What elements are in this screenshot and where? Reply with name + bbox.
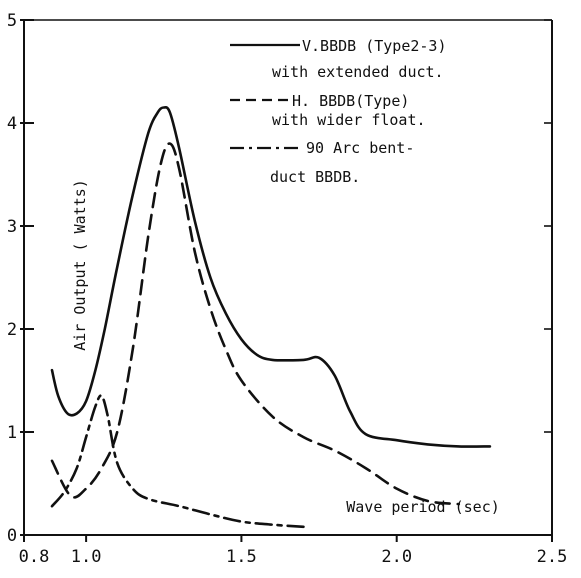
y-tick-label: 2	[7, 320, 17, 340]
series-line-dashdot	[50, 394, 305, 529]
x-tick-label: 1.0	[71, 547, 102, 567]
y-axis-ticks: 0 1 2 3 4 5	[7, 11, 552, 546]
legend-label-solid-line2: with extended duct.	[272, 63, 444, 81]
x-axis-title: Wave period (sec)	[346, 498, 500, 516]
legend-label-dashdot-line1: 90 Arc bent-	[306, 139, 414, 157]
y-axis-title: Air Output ( Watts)	[71, 179, 89, 351]
y-tick-label: 1	[7, 423, 17, 443]
x-axis-ticks: 0.8 1.0 1.5 2.0 2.5	[19, 535, 568, 567]
y-tick-label: 5	[7, 11, 17, 31]
x-tick-label: 2.0	[381, 547, 412, 567]
legend-label-dashdot-line2: duct BBDB.	[270, 168, 360, 186]
x-tick-label: 2.5	[537, 547, 568, 567]
series-line-solid	[50, 106, 492, 448]
y-tick-label: 3	[7, 217, 17, 237]
x-tick-label: 1.5	[226, 547, 257, 567]
series-line-dashed	[50, 142, 461, 506]
x-tick-label: 0.8	[19, 547, 50, 567]
series-group	[50, 106, 492, 529]
legend-label-dashed-line1: H. BBDB(Type)	[292, 92, 409, 110]
legend: V.BBDB (Type2-3) with extended duct. H. …	[230, 37, 447, 186]
legend-label-dashed-line2: with wider float.	[272, 111, 426, 129]
plot-frame	[23, 19, 553, 536]
y-tick-label: 4	[7, 114, 17, 134]
y-tick-label: 0	[7, 526, 17, 546]
legend-label-solid-line1: V.BBDB (Type2-3)	[302, 37, 447, 55]
